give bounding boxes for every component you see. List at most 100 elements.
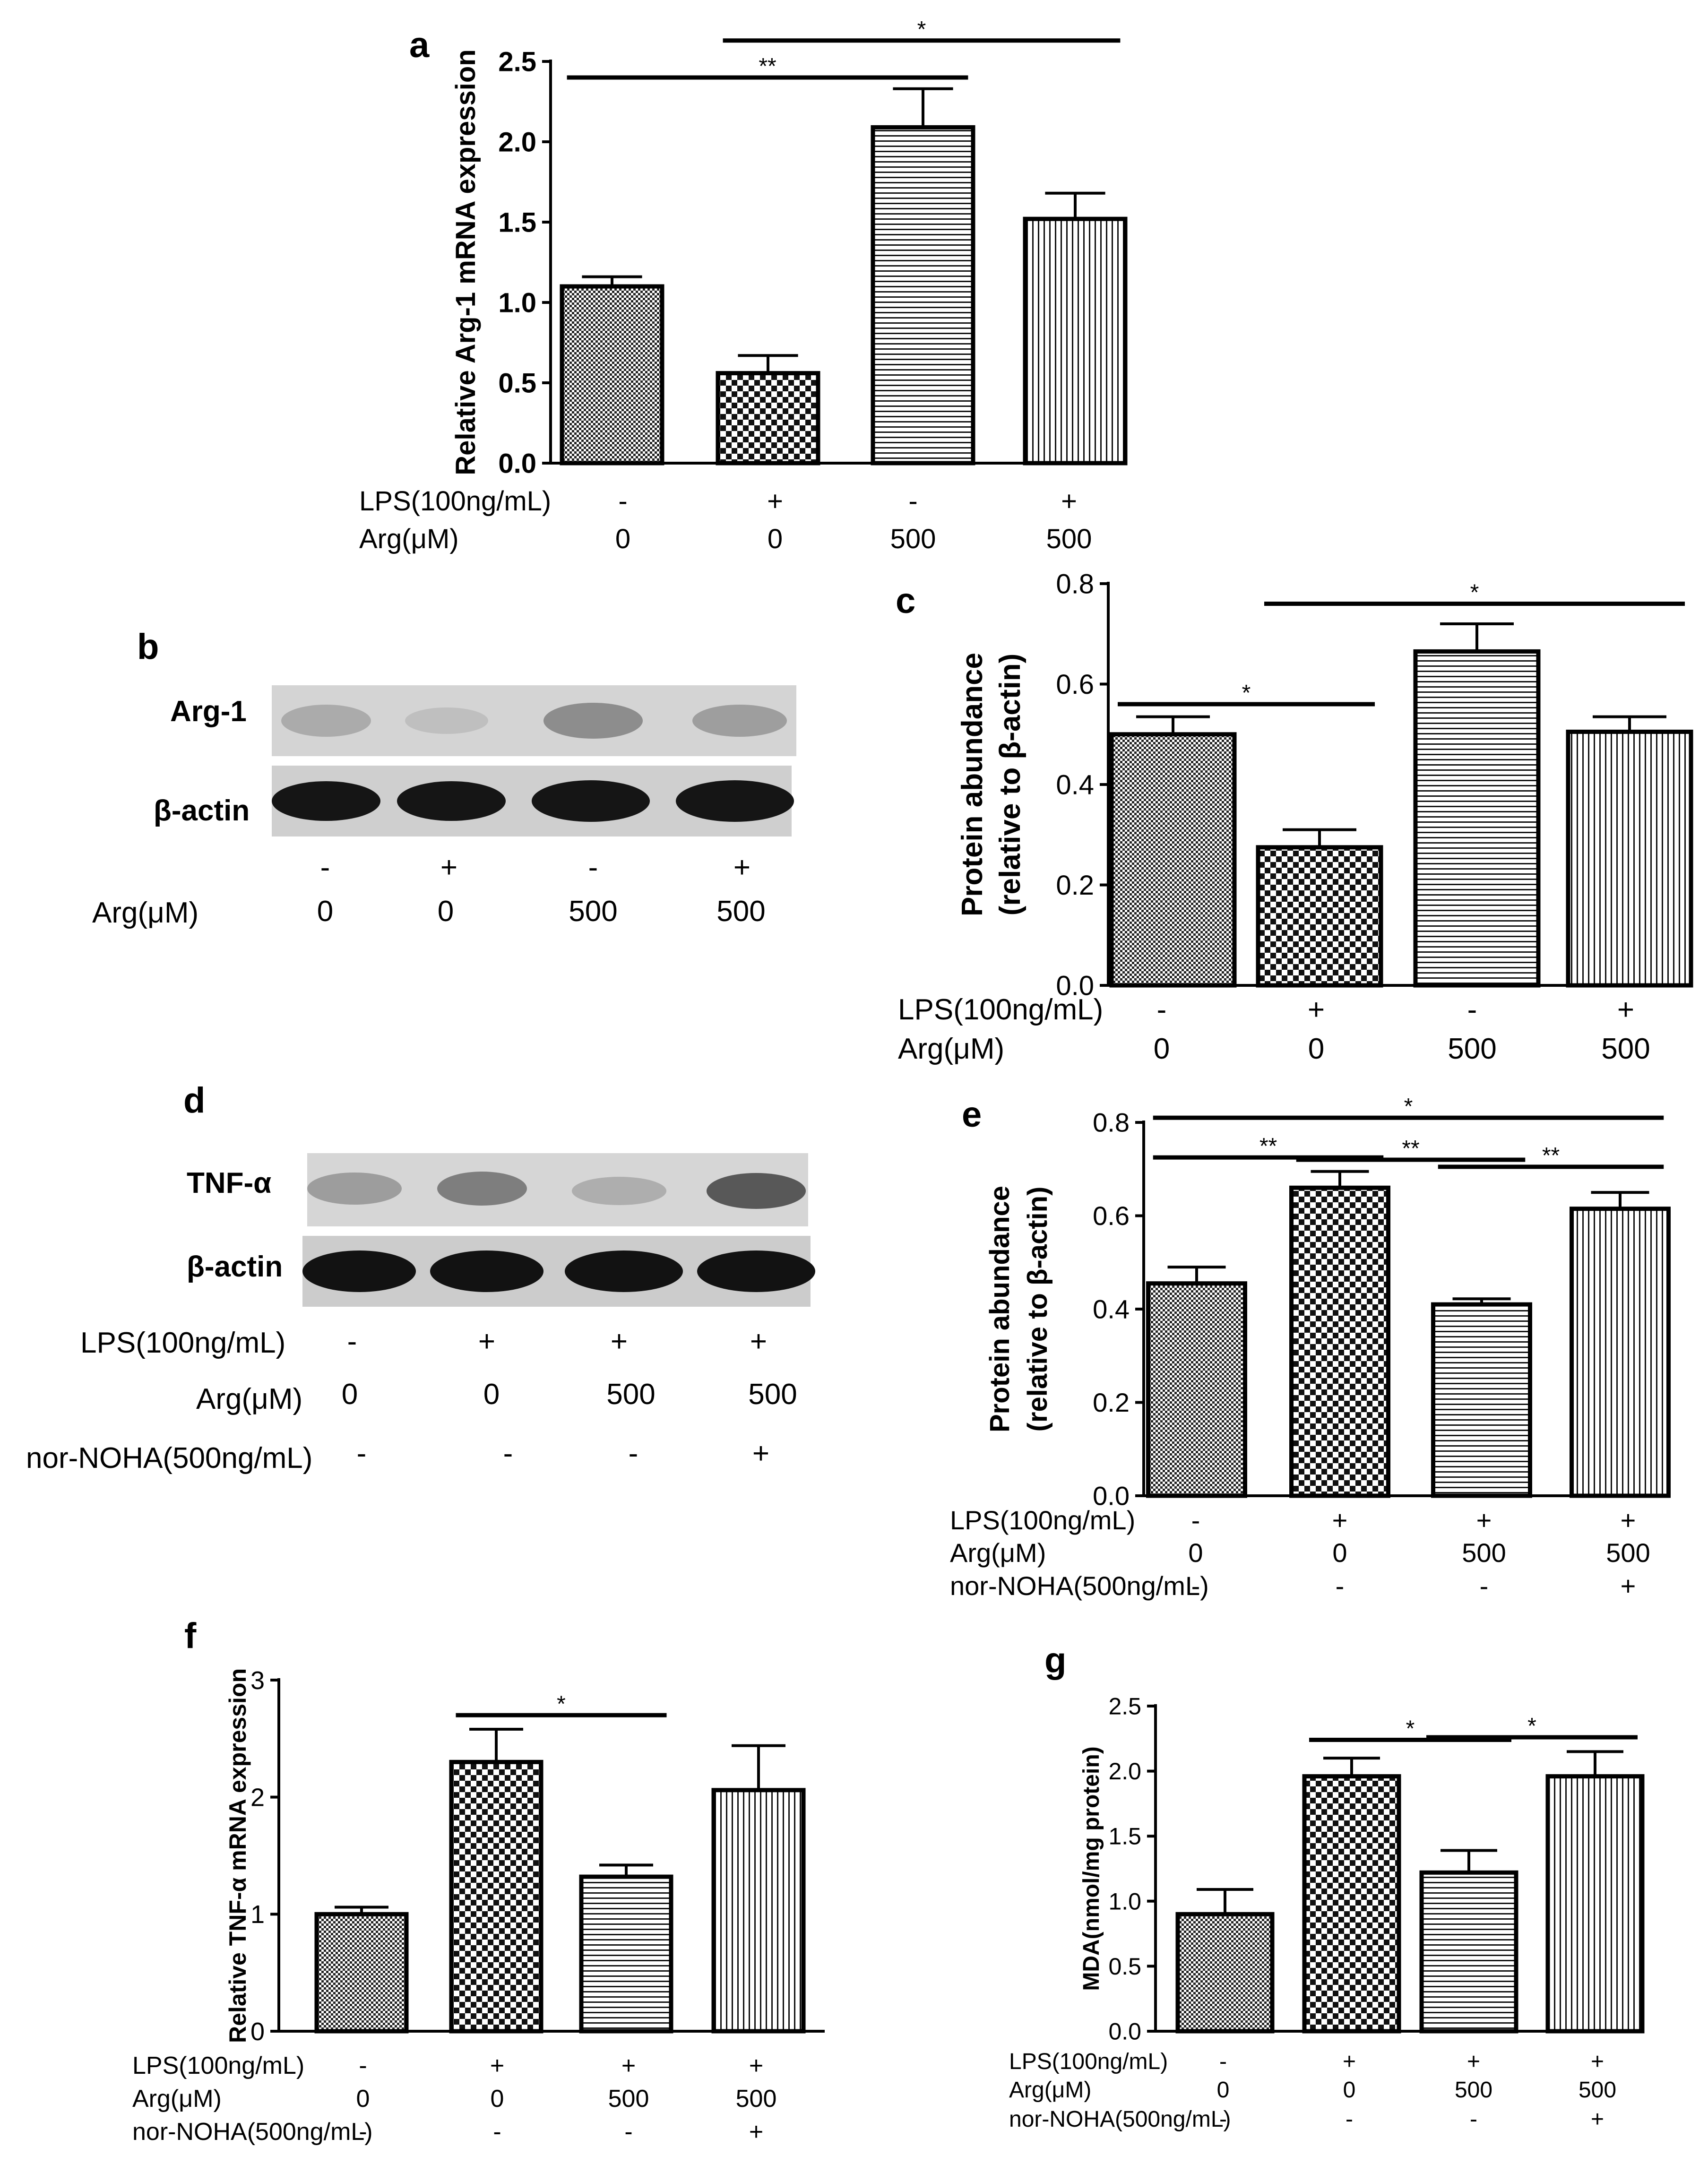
bar-f-3 <box>579 1874 673 2034</box>
blot-d-lps-3: + <box>610 1325 628 1358</box>
condition-label-g: LPS(100ng/mL) <box>1009 2049 1168 2074</box>
blot-b-label-actin: β-actin <box>154 794 250 827</box>
significance-label-e-4: * <box>1404 1094 1413 1119</box>
significance-label-f-1: * <box>557 1691 566 1716</box>
blot-d-arg-label: Arg(μM) <box>196 1383 303 1415</box>
condition-label-f: Arg(μM) <box>132 2085 222 2113</box>
condition-label-f: nor-NOHA(500ng/mL) <box>132 2118 373 2146</box>
condition-value-f: 0 <box>356 2085 370 2113</box>
blot-b-lps-3: - <box>588 851 598 884</box>
significance-label-c-2: * <box>1470 580 1479 605</box>
chart-g: 0.0 0.5 1.0 1.5 2.0 2.5 MDA(nmol/mg protein) * *… <box>1009 1693 1645 2132</box>
blot-d-arg-4: 500 <box>748 1378 797 1411</box>
blot-d-arg-2: 0 <box>483 1378 500 1411</box>
significance-label-e-2: ** <box>1402 1136 1419 1161</box>
bar-c-4 <box>1566 729 1693 988</box>
panel-label-b: b <box>137 627 159 667</box>
blot-b-label-arg1: Arg-1 <box>170 695 247 728</box>
condition-value-e: 0 <box>1188 1538 1203 1568</box>
condition-value-e: - <box>1191 1571 1200 1601</box>
blot-d-arg-1: 0 <box>341 1378 358 1411</box>
condition-value-e: + <box>1621 1505 1636 1535</box>
bar-a-4 <box>1023 216 1128 466</box>
y-tick-label-e: 0.6 <box>1093 1201 1130 1231</box>
bar-f-1 <box>314 1912 409 2034</box>
condition-value-f: + <box>749 2052 763 2079</box>
condition-value-g: 500 <box>1579 2078 1616 2103</box>
blot-d-nor-3: - <box>628 1437 638 1470</box>
panel-label-d: d <box>183 1080 206 1121</box>
condition-value-g: 0 <box>1217 2078 1230 2103</box>
condition-value-f: 0 <box>491 2085 504 2113</box>
condition-value-f: - <box>624 2118 632 2146</box>
bar-f-2 <box>449 1759 543 2034</box>
condition-value-e: - <box>1336 1571 1345 1601</box>
condition-label-a: LPS(100ng/mL) <box>359 486 551 517</box>
condition-value-f: + <box>490 2052 504 2079</box>
condition-label-g: Arg(μM) <box>1009 2078 1091 2103</box>
condition-value-c: 0 <box>1154 1033 1170 1065</box>
blot-d-nor-2: - <box>503 1437 513 1470</box>
blot-d-label-actin: β-actin <box>187 1250 283 1283</box>
condition-value-f: - <box>493 2118 501 2146</box>
bar-e-2 <box>1289 1185 1390 1498</box>
condition-value-a: 0 <box>768 524 783 554</box>
panel-label-c: c <box>896 581 916 621</box>
condition-value-a: 0 <box>615 524 630 554</box>
y-tick-label-g: 2.5 <box>1108 1693 1141 1720</box>
significance-label-c-1: * <box>1242 681 1251 706</box>
bar-a-1 <box>560 284 664 466</box>
condition-value-f: + <box>749 2118 763 2146</box>
condition-value-a: + <box>767 486 783 517</box>
blot-d-lps-label: LPS(100ng/mL) <box>80 1327 286 1359</box>
y-tick-label-g: 0.0 <box>1108 2018 1141 2045</box>
condition-value-a: + <box>1061 486 1077 517</box>
y-tick-label-c: 0.6 <box>1056 669 1094 700</box>
condition-value-g: - <box>1470 2107 1477 2132</box>
chart-e: 0.0 0.2 0.4 0.6 0.8 Protein abundance (relativ… <box>950 1094 1671 1601</box>
condition-value-g: - <box>1219 2049 1227 2074</box>
panel-label-e: e <box>962 1095 982 1135</box>
condition-label-f: LPS(100ng/mL) <box>132 2052 304 2079</box>
bar-e-1 <box>1146 1281 1247 1498</box>
y-tick-label-g: 1.0 <box>1108 1888 1141 1914</box>
bar-e-3 <box>1431 1302 1532 1498</box>
bar-f-4 <box>711 1788 806 2034</box>
blot-b-arg-1: 0 <box>317 895 334 928</box>
condition-value-g: + <box>1591 2049 1604 2074</box>
blot-d-arg-3: 500 <box>606 1378 656 1411</box>
condition-value-c: - <box>1467 993 1477 1026</box>
condition-value-e: + <box>1621 1571 1636 1601</box>
y-tick-label-a: 2.0 <box>498 127 536 157</box>
y-tick-label-c: 0.8 <box>1056 569 1094 599</box>
y-tick-label-c: 0.0 <box>1056 970 1094 1001</box>
bar-a-2 <box>716 371 820 466</box>
y-tick-label-f: 0 <box>250 2018 265 2046</box>
condition-label-c: LPS(100ng/mL) <box>898 993 1103 1026</box>
bar-g-3 <box>1419 1870 1518 2034</box>
y-axis-label-c: Protein abundance <box>956 653 989 916</box>
blot-d-lps-2: + <box>478 1325 496 1358</box>
condition-value-g: + <box>1343 2049 1356 2074</box>
blot-d-nor-1: - <box>356 1437 367 1470</box>
condition-value-c: 0 <box>1308 1033 1324 1065</box>
panel-label-a: a <box>409 25 430 65</box>
condition-value-e: + <box>1476 1505 1492 1535</box>
y-axis-label-f: Relative TNF-α mRNA expression <box>224 1668 251 2043</box>
bar-c-2 <box>1256 845 1383 988</box>
blot-b-lps-4: + <box>733 851 751 884</box>
y-tick-label-f: 1 <box>250 1900 265 1929</box>
condition-value-c: + <box>1617 993 1634 1026</box>
y-tick-label-a: 0.0 <box>498 448 536 479</box>
blot-b-lps-2: + <box>440 851 458 884</box>
condition-value-g: 500 <box>1455 2078 1492 2103</box>
y-tick-label-e: 0.8 <box>1093 1108 1130 1138</box>
bar-g-1 <box>1175 1912 1275 2034</box>
blot-d-lps-4: + <box>750 1325 768 1358</box>
significance-label-a-2: * <box>917 17 926 42</box>
significance-label-a-1: ** <box>759 54 776 79</box>
y-tick-label-a: 1.5 <box>498 207 536 238</box>
